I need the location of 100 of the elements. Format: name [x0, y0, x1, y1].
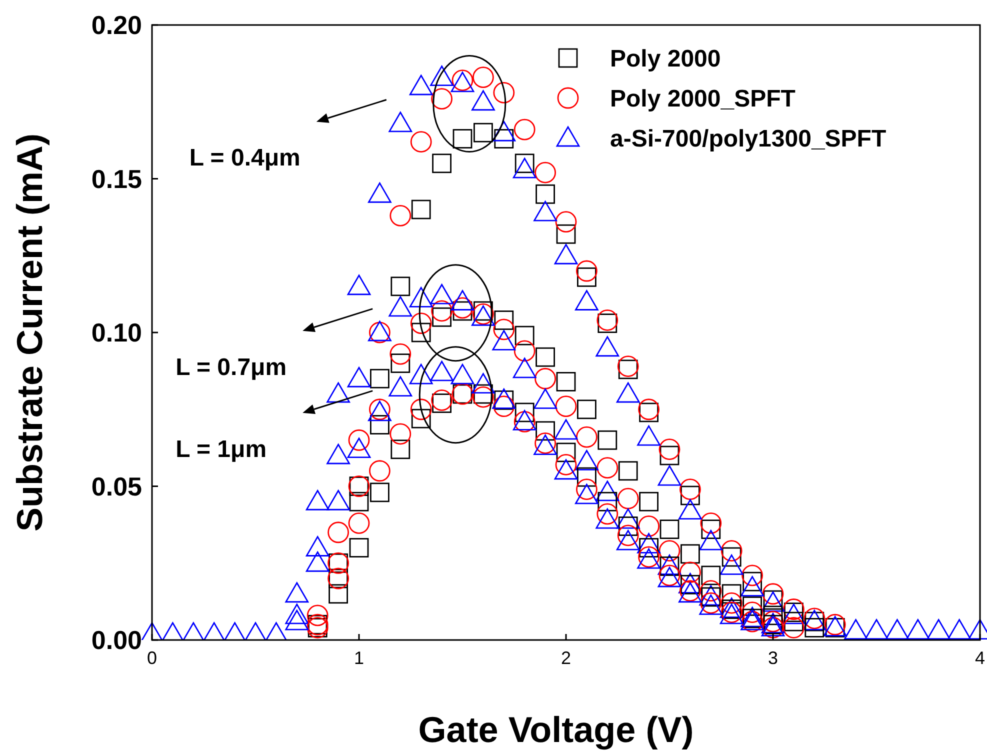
- point: [638, 398, 660, 420]
- point: [658, 438, 680, 460]
- point: [554, 244, 578, 264]
- point: [493, 318, 515, 340]
- point: [596, 508, 620, 529]
- point: [658, 540, 680, 562]
- point: [411, 200, 431, 220]
- point: [432, 307, 452, 327]
- point: [472, 66, 494, 88]
- point: [556, 442, 576, 462]
- point: [370, 415, 390, 434]
- point: [720, 540, 742, 562]
- point: [285, 582, 309, 603]
- point: [616, 382, 640, 403]
- point: [431, 300, 452, 322]
- point: [390, 423, 412, 445]
- point: [678, 499, 702, 520]
- point: [349, 492, 369, 512]
- point: [432, 394, 452, 413]
- point: [472, 386, 494, 408]
- x-axis-title: Gate Voltage (V): [418, 709, 694, 750]
- point: [328, 584, 348, 604]
- point: [658, 465, 682, 486]
- point: [554, 459, 578, 480]
- point: [430, 284, 454, 304]
- point: [680, 544, 700, 564]
- point: [576, 260, 598, 282]
- point: [370, 368, 390, 388]
- point: [410, 131, 432, 153]
- point: [536, 184, 555, 204]
- point: [306, 551, 330, 572]
- annotation: L = 1μm: [176, 436, 267, 463]
- point: [492, 330, 516, 350]
- point: [701, 520, 721, 539]
- point: [576, 426, 598, 448]
- point: [450, 364, 474, 384]
- y-tick-label: 0.15: [91, 164, 142, 194]
- x-tick-label: 3: [768, 648, 778, 668]
- point: [660, 520, 680, 539]
- y-tick-label: 0.00: [91, 625, 142, 656]
- point: [680, 478, 701, 500]
- point: [740, 576, 764, 596]
- point: [534, 388, 557, 409]
- point: [369, 460, 390, 482]
- point: [598, 314, 618, 333]
- point: [328, 522, 349, 544]
- point: [326, 444, 350, 464]
- point: [699, 530, 723, 550]
- point: [514, 118, 536, 140]
- point: [390, 343, 412, 365]
- point: [411, 408, 431, 428]
- point: [348, 429, 370, 451]
- point: [452, 301, 472, 321]
- point: [306, 536, 330, 556]
- point: [431, 389, 452, 411]
- point: [596, 480, 620, 502]
- point: [906, 619, 930, 640]
- point: [326, 490, 350, 510]
- point: [555, 454, 577, 476]
- legend-label: Poly 2000_SPFT: [610, 85, 796, 112]
- point: [390, 354, 410, 373]
- point: [577, 467, 596, 487]
- point: [390, 276, 410, 296]
- point: [598, 492, 618, 512]
- point: [783, 598, 804, 620]
- point: [306, 604, 328, 626]
- point: [410, 312, 432, 334]
- point: [618, 360, 638, 380]
- point: [637, 425, 660, 446]
- point: [639, 492, 658, 512]
- point: [864, 619, 888, 640]
- point: [555, 211, 577, 232]
- point: [742, 564, 763, 586]
- point: [926, 619, 950, 640]
- point: [844, 619, 868, 640]
- point: [285, 604, 309, 624]
- point: [720, 554, 744, 575]
- point: [637, 532, 660, 554]
- point: [700, 512, 722, 534]
- point: [598, 430, 618, 450]
- annotation: L = 0.4μm: [189, 144, 300, 172]
- point: [804, 618, 824, 638]
- point: [432, 154, 452, 174]
- y-tick-label: 0.20: [91, 10, 142, 40]
- point: [575, 450, 598, 470]
- point: [388, 112, 412, 132]
- point: [430, 360, 454, 382]
- point: [388, 376, 412, 397]
- point: [409, 286, 433, 308]
- x-tick-label: 0: [146, 648, 158, 668]
- point: [452, 297, 474, 319]
- point: [536, 421, 555, 441]
- point: [409, 364, 433, 384]
- point: [596, 336, 620, 357]
- point: [348, 512, 370, 534]
- point: [370, 482, 390, 502]
- y-tick-label: 0.05: [91, 471, 142, 502]
- point: [474, 384, 493, 404]
- point: [680, 486, 700, 506]
- point: [493, 396, 515, 417]
